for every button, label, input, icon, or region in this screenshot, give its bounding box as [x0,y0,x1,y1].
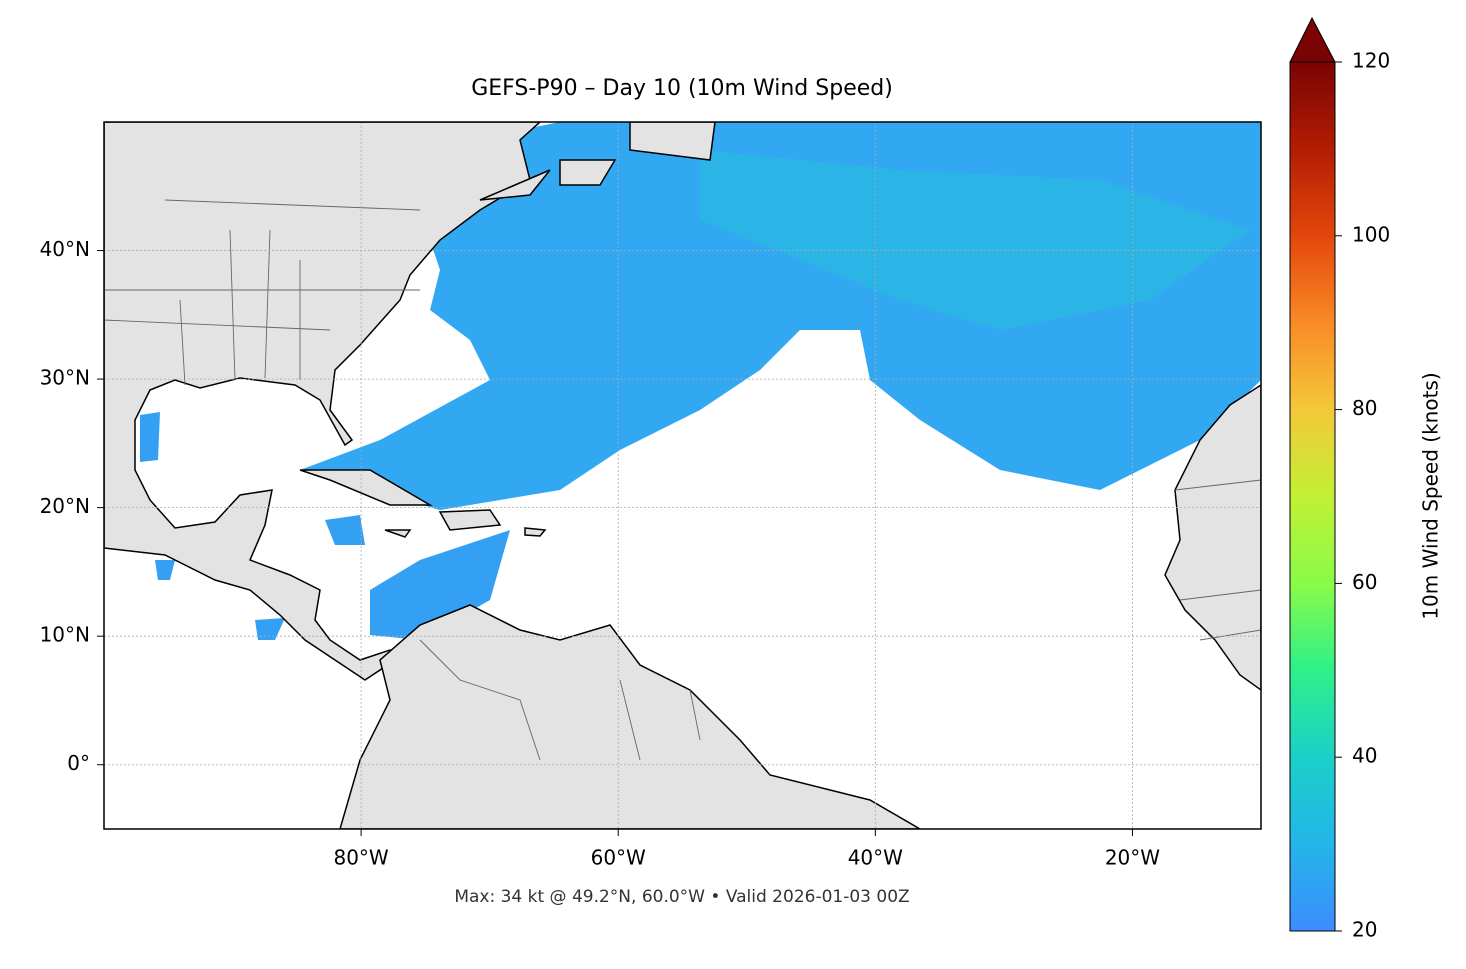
x-tick-label: 80°W [333,846,388,870]
x-tick-label: 40°W [848,846,903,870]
land [1164,384,1261,691]
colorbar [1289,61,1336,932]
colorbar-extend [1289,16,1336,63]
y-tick-label: 40°N [40,237,90,261]
wind-field [300,122,1261,510]
plot-frame [103,121,1262,830]
wind-field [370,530,510,640]
land [339,604,922,829]
grid [104,122,1261,829]
colorbar-tick-label: 80 [1352,396,1377,420]
y-tick-label: 0° [67,751,90,775]
land [479,122,716,201]
footer-note: Max: 34 kt @ 49.2°N, 60.0°W • Valid 2026… [454,887,909,907]
colorbar-label: 10m Wind Speed (knots) [1419,372,1443,619]
land [104,122,542,681]
border [104,199,1261,761]
x-tick-label: 20°W [1105,846,1160,870]
y-tick-label: 30°N [40,366,90,390]
colorbar-tick-label: 40 [1352,744,1377,768]
colorbar-tick-label: 20 [1352,918,1377,942]
x-tick-label: 60°W [591,846,646,870]
wind-field [700,150,1250,330]
colorbar-tick-label: 60 [1352,570,1377,594]
map-title: GEFS-P90 – Day 10 (10m Wind Speed) [471,76,893,101]
colorbar-tick-label: 120 [1352,49,1390,73]
colorbar-tick-label: 100 [1352,222,1390,246]
map-area [104,122,1261,829]
y-tick-label: 10°N [40,623,90,647]
y-tick-label: 20°N [40,494,90,518]
